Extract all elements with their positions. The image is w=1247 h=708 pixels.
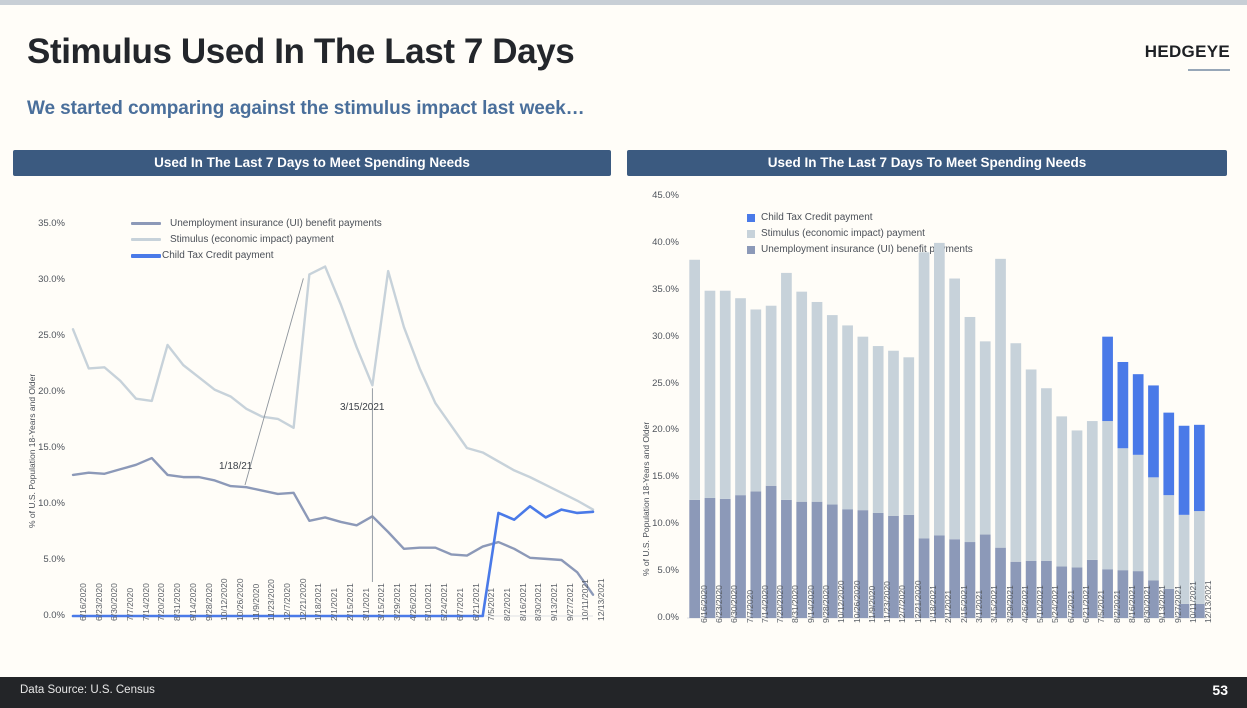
y-axis-tick-label: 0.0% [657,612,679,623]
y-axis-tick-label: 45.0% [652,190,679,201]
legend-label: Unemployment insurance (UI) benefit paym… [761,244,973,255]
legend-item[interactable]: Stimulus (economic impact) payment [747,228,973,239]
right-chart-legend: Child Tax Credit payment Stimulus (econom… [747,212,973,260]
y-axis-tick-label: 25.0% [652,377,679,389]
legend-swatch-icon [747,245,755,254]
legend-label: Child Tax Credit payment [761,212,873,223]
top-accent-strip [0,0,1247,5]
legend-item[interactable]: Stimulus (economic impact) payment [131,234,382,245]
y-axis-tick-label: 30.0% [38,274,65,285]
y-axis-tick-label: 30.0% [652,330,679,342]
legend-item[interactable]: Child Tax Credit payment [131,250,382,261]
legend-label: Unemployment insurance (UI) benefit paym… [170,218,382,229]
right-panel-title: Used In The Last 7 Days To Meet Spending… [627,150,1227,176]
right-chart-body: % of U.S. Population 18-Years and Older … [627,176,1227,662]
left-chart-legend: Unemployment insurance (UI) benefit paym… [131,218,382,266]
legend-line-icon [131,222,161,225]
page-subtitle: We started comparing against the stimulu… [27,98,585,119]
y-axis-tick-label: 10.0% [38,498,65,509]
legend-item[interactable]: Unemployment insurance (UI) benefit paym… [131,218,382,229]
y-axis-tick-label: 20.0% [652,424,679,436]
legend-swatch-icon [747,213,755,222]
annotation-1-18-21: 1/18/21 [219,461,253,472]
brand-name: HEDGEYE [1144,42,1230,61]
page-title: Stimulus Used In The Last 7 Days [27,32,575,71]
y-axis-tick-label: 35.0% [38,218,65,229]
left-panel-title: Used In The Last 7 Days to Meet Spending… [13,150,611,176]
right-chart-panel: Used In The Last 7 Days To Meet Spending… [627,150,1227,662]
legend-label: Child Tax Credit payment [162,250,274,261]
left-chart-body: % of U.S. Population 18-Years and Older … [13,176,611,662]
left-chart-panel: Used In The Last 7 Days to Meet Spending… [13,150,611,662]
legend-line-icon [131,253,161,258]
legend-label: Stimulus (economic impact) payment [170,234,334,245]
y-axis-tick-label: 15.0% [652,471,679,483]
y-axis-tick-label: 25.0% [38,330,65,341]
brand-logo: HEDGEYE [1145,42,1230,71]
legend-item[interactable]: Unemployment insurance (UI) benefit paym… [747,244,973,255]
y-axis-tick-label: 5.0% [43,554,65,565]
legend-line-icon [131,238,161,241]
y-axis-tick-label: 40.0% [652,236,679,248]
y-axis-tick-label: 5.0% [657,565,679,577]
legend-item[interactable]: Child Tax Credit payment [747,212,973,223]
page-number: 53 [1212,682,1228,698]
right-chart-plot [627,176,1227,662]
y-axis-tick-label: 0.0% [43,610,65,621]
left-chart-plot [13,176,611,662]
annotation-3-15-2021: 3/15/2021 [340,402,385,413]
brand-underline [1188,69,1230,71]
footer-bar: Data Source: U.S. Census 53 [0,677,1247,708]
y-axis-tick-label: 35.0% [652,283,679,295]
data-source-label: Data Source: U.S. Census [20,684,155,696]
y-axis-tick-label: 15.0% [38,442,65,453]
y-axis-tick-label: 10.0% [652,518,679,530]
y-axis-tick-label: 20.0% [38,386,65,397]
legend-swatch-icon [747,229,755,238]
legend-label: Stimulus (economic impact) payment [761,228,925,239]
